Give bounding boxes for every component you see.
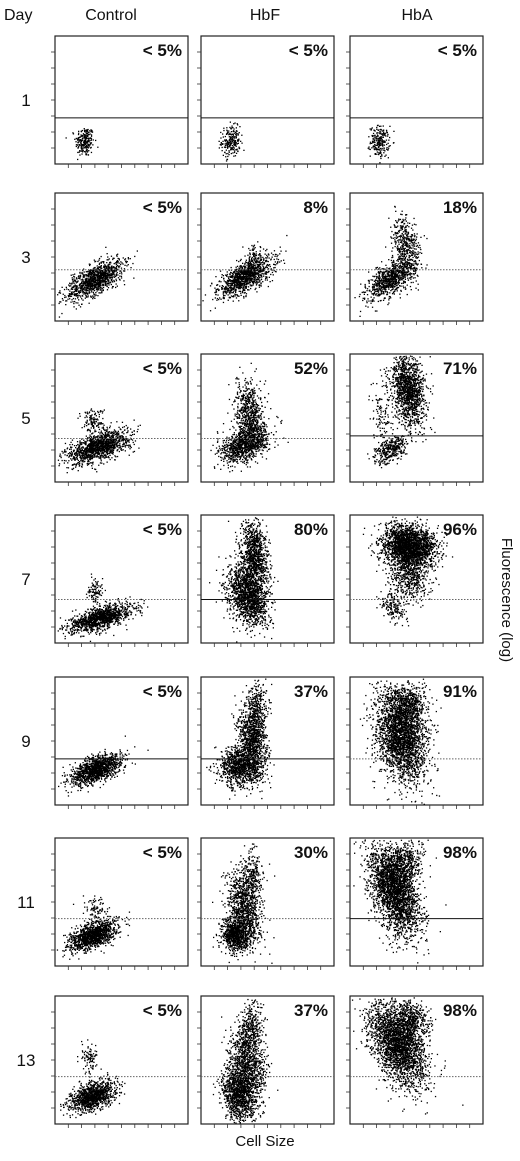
day-label-11: 11	[17, 893, 35, 912]
day-label-7: 7	[21, 570, 30, 589]
percent-positive-label: < 5%	[143, 359, 182, 378]
panel-frame	[54, 192, 189, 322]
percent-positive-label: 8%	[303, 198, 328, 217]
percent-positive-label: 98%	[443, 843, 477, 862]
panel-day9-control: < 5%	[51, 676, 189, 809]
panel-frame	[200, 353, 335, 483]
panel-frame	[200, 995, 335, 1125]
scatter-points	[210, 362, 289, 473]
column-header-control: Control	[85, 7, 137, 24]
panel-day7-control: < 5%	[51, 514, 189, 647]
panel-day5-hbf: 52%	[197, 353, 335, 486]
percent-positive-label: 80%	[294, 520, 328, 539]
scatter-points	[60, 1039, 126, 1119]
percent-positive-label: 98%	[443, 1001, 477, 1020]
panel-frame	[200, 676, 335, 806]
percent-positive-label: < 5%	[143, 843, 182, 862]
panel-frame	[200, 35, 335, 165]
scatter-points	[212, 998, 279, 1124]
panel-day9-hbf: 37%	[197, 676, 335, 809]
panel-day9-hba: 91%	[346, 676, 484, 809]
panel-day1-control: < 5%	[51, 35, 189, 168]
scatter-points	[351, 997, 464, 1115]
day-label-1: 1	[21, 91, 30, 110]
scatter-points	[206, 678, 275, 800]
panel-day5-hba: 71%	[346, 353, 484, 486]
percent-positive-label: 91%	[443, 682, 477, 701]
scatter-points	[353, 839, 447, 964]
panel-day11-hba: 98%	[346, 837, 484, 970]
day-label-3: 3	[21, 248, 30, 267]
scatter-points	[212, 843, 276, 964]
percent-positive-label: 71%	[443, 359, 477, 378]
column-header-hba: HbA	[401, 7, 432, 24]
panel-day11-hbf: 30%	[197, 837, 335, 970]
panel-day13-hba: 98%	[346, 995, 484, 1128]
panel-day3-hbf: 8%	[197, 192, 335, 325]
scatter-points	[359, 678, 442, 805]
panel-frame	[54, 35, 189, 165]
column-header-hbf: HbF	[250, 7, 280, 24]
percent-positive-label: < 5%	[143, 41, 182, 60]
percent-positive-label: < 5%	[143, 1001, 182, 1020]
percent-positive-label: < 5%	[143, 520, 182, 539]
panel-day7-hbf: 80%	[197, 514, 335, 647]
percent-positive-label: < 5%	[143, 682, 182, 701]
panel-frame	[200, 837, 335, 967]
panel-day1-hbf: < 5%	[197, 35, 335, 168]
panel-frame	[54, 837, 189, 967]
panel-day1-hba: < 5%	[346, 35, 484, 168]
panel-frame	[54, 995, 189, 1125]
panel-day5-control: < 5%	[51, 353, 189, 486]
scatter-points	[57, 246, 138, 318]
day-label-13: 13	[17, 1051, 36, 1070]
panel-day3-hba: 18%	[346, 192, 484, 325]
scatter-points	[354, 205, 428, 317]
panel-day13-hbf: 37%	[197, 995, 335, 1128]
panel-day13-control: < 5%	[51, 995, 189, 1128]
scatter-points	[58, 735, 149, 797]
percent-positive-label: 52%	[294, 359, 328, 378]
corner-label-day: Day	[4, 7, 32, 24]
panel-day11-control: < 5%	[51, 837, 189, 970]
panel-frame	[54, 353, 189, 483]
x-axis-label: Cell Size	[235, 1133, 294, 1150]
scatter-points	[367, 355, 436, 469]
scatter-points	[56, 895, 131, 960]
panel-day3-control: < 5%	[51, 192, 189, 325]
percent-positive-label: 18%	[443, 198, 477, 217]
percent-positive-label: 37%	[294, 682, 328, 701]
day-label-9: 9	[21, 732, 30, 751]
y-axis-label: Fluorescence (log)	[498, 538, 515, 662]
panel-grid: 1 < 5% < 5% < 5% 3 < 5% 8% 18% 5 < 5% 52% 71% 7 < 5% 8…	[17, 35, 484, 1128]
day-label-5: 5	[21, 409, 30, 428]
scatter-points	[209, 517, 279, 643]
percent-positive-label: < 5%	[438, 41, 477, 60]
scatter-points	[362, 516, 454, 627]
percent-positive-label: 30%	[294, 843, 328, 862]
panel-day7-hba: 96%	[346, 514, 484, 647]
scatter-points	[218, 121, 245, 162]
scatter-points	[65, 128, 99, 161]
percent-positive-label: 96%	[443, 520, 477, 539]
percent-positive-label: 37%	[294, 1001, 328, 1020]
percent-positive-label: < 5%	[289, 41, 328, 60]
scatter-points	[57, 573, 149, 642]
percent-positive-label: < 5%	[143, 198, 182, 217]
scatter-points	[367, 124, 395, 164]
